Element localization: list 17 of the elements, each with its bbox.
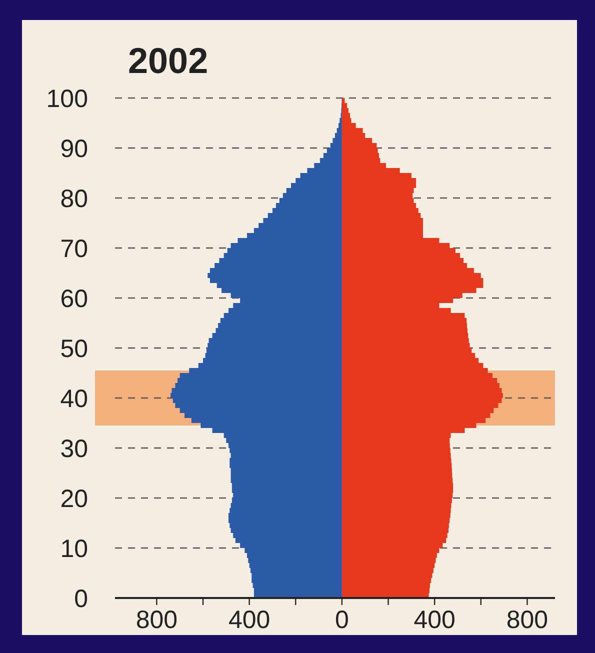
x-tick-label: 400 [414, 606, 456, 634]
x-tick-label: 0 [334, 606, 349, 634]
y-tick-label: 10 [60, 534, 88, 563]
y-tick-label: 30 [60, 434, 88, 463]
y-tick-label: 40 [60, 384, 88, 413]
y-tick-label: 90 [60, 134, 88, 163]
y-tick-label: 100 [46, 84, 88, 113]
y-tick-label: 0 [74, 584, 88, 613]
y-tick-label: 60 [60, 284, 88, 313]
chart-title: 2002 [128, 40, 208, 81]
y-tick-label: 20 [60, 484, 88, 513]
x-tick-label: 400 [228, 606, 270, 634]
y-tick-label: 50 [60, 334, 88, 363]
x-tick-label: 800 [136, 606, 178, 634]
y-tick-label: 70 [60, 234, 88, 263]
y-tick-label: 80 [60, 184, 88, 213]
x-tick-label: 800 [506, 606, 548, 634]
